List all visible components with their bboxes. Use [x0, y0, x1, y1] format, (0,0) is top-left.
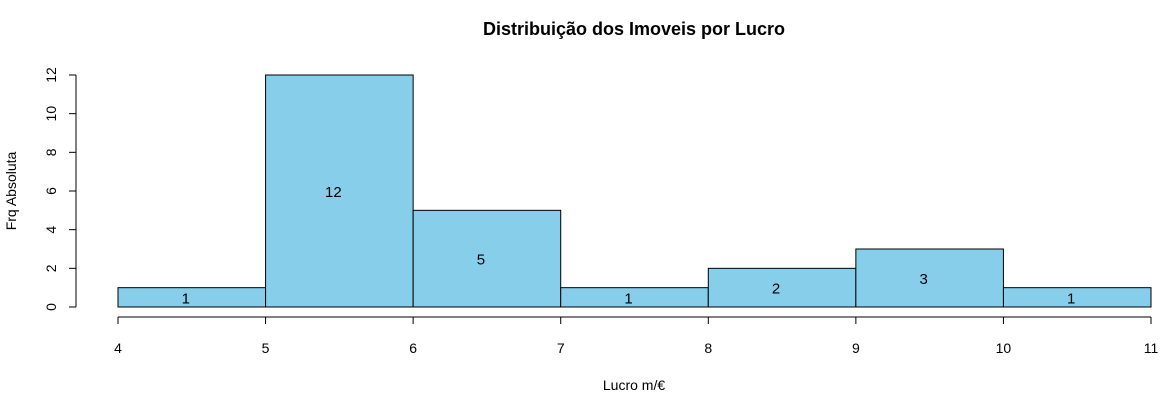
x-axis-label: Lucro m/€ [603, 377, 665, 393]
bar-1 [265, 74, 414, 308]
y-tick-label-6: 12 [43, 67, 59, 83]
bar-value-label-0: 1 [182, 290, 190, 307]
bar-2 [412, 209, 562, 308]
y-tick-label-5: 10 [43, 106, 59, 122]
x-tick-label-5: 9 [852, 340, 860, 356]
x-tick-label-2: 6 [409, 340, 417, 356]
x-axis: 4 5 6 7 8 9 10 11 [114, 316, 1159, 356]
y-tick-label-2: 4 [43, 226, 59, 234]
y-tick-label-0: 0 [43, 303, 59, 311]
x-tick-label-7: 11 [1144, 340, 1159, 356]
y-axis: 0 2 4 6 8 10 12 [43, 67, 77, 311]
x-tick-label-1: 5 [262, 340, 270, 356]
bar-3 [560, 287, 709, 308]
x-tick-label-6: 10 [996, 340, 1012, 356]
y-axis-label: Frq Absoluta [3, 151, 19, 230]
x-tick-label-4: 8 [704, 340, 712, 356]
bar-value-label-3: 1 [624, 290, 632, 307]
y-tick-label-4: 8 [43, 148, 59, 156]
bar-value-label-5: 3 [919, 271, 927, 288]
y-tick-label-1: 2 [43, 264, 59, 272]
y-tick-label-3: 6 [43, 187, 59, 195]
bar-value-label-2: 5 [477, 252, 485, 269]
bars-group [117, 74, 1152, 308]
bar-0 [117, 287, 267, 308]
bar-value-label-1: 12 [325, 184, 342, 201]
x-tick-label-0: 4 [114, 340, 122, 356]
bar-value-label-6: 1 [1067, 290, 1075, 307]
x-tick-label-3: 7 [557, 340, 565, 356]
chart-title: Distribuição dos Imoveis por Lucro [483, 19, 785, 39]
bar-5 [855, 248, 1004, 308]
bar-4 [707, 267, 857, 308]
bar-6 [1002, 287, 1152, 308]
bar-value-label-4: 2 [772, 281, 780, 298]
